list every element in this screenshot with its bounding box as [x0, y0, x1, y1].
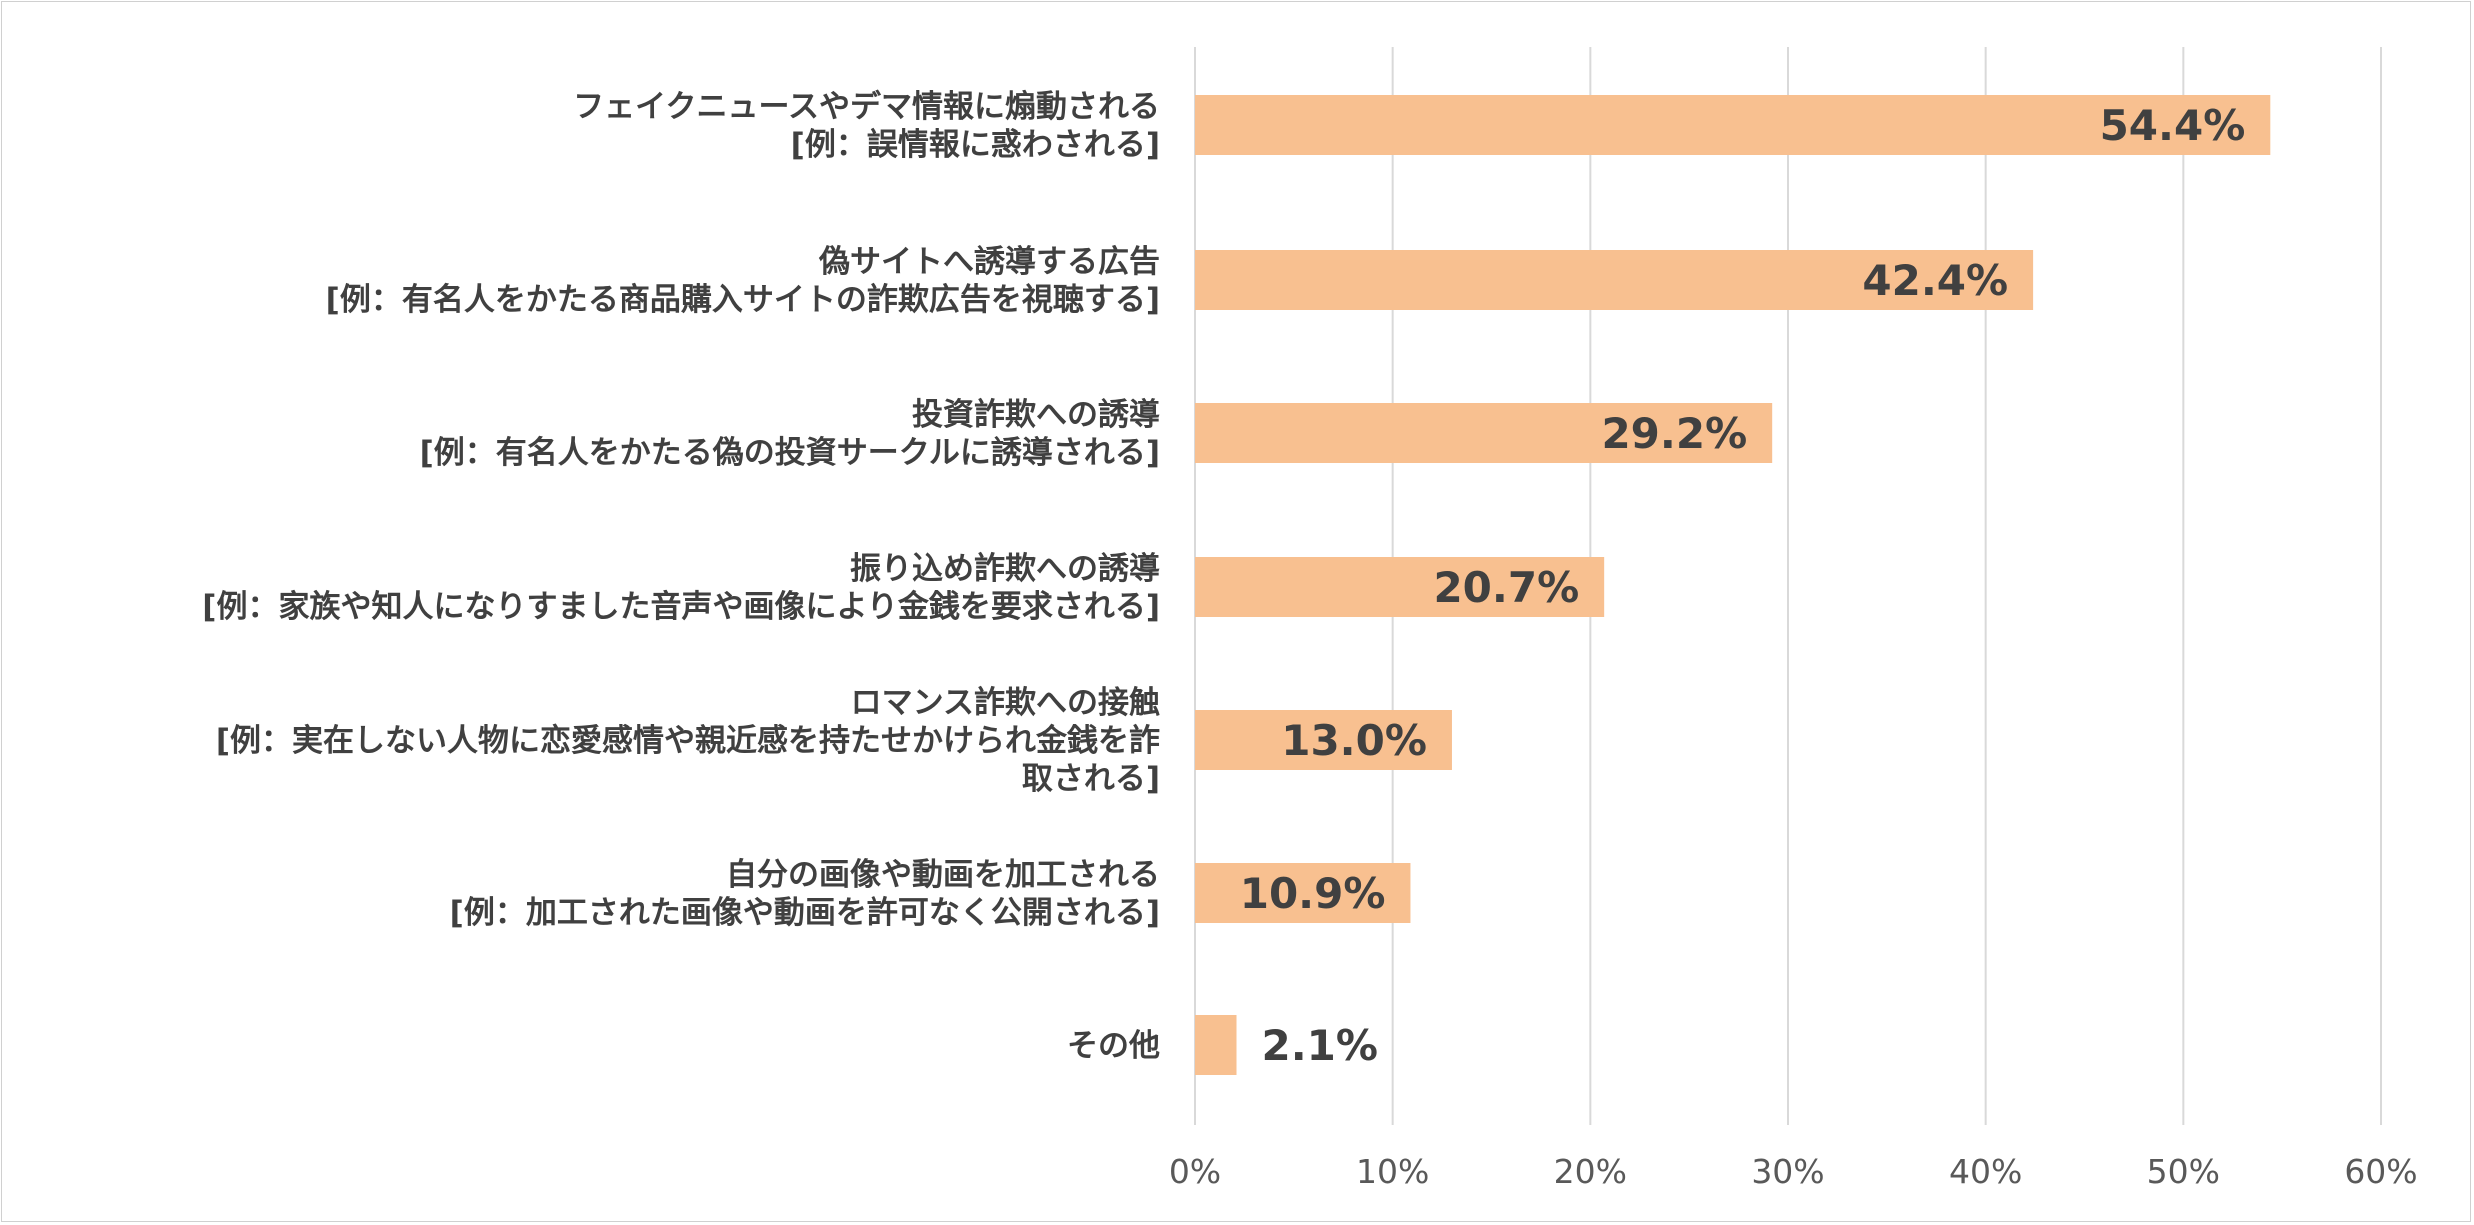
category-labels: フェイクニュースやデマ情報に煽動される[例：誤情報に惑わされる] 偽サイトへ誘導す… — [202, 89, 1160, 1064]
value-label: 2.1% — [1262, 1021, 1378, 1070]
value-labels: 54.4% 42.4% 29.2% 20.7% 13.0% 10.9% 2.1% — [1240, 101, 2246, 1070]
x-tick-label: 30% — [1751, 1152, 1824, 1191]
bar — [1195, 710, 1452, 770]
x-tick-label: 20% — [1554, 1152, 1627, 1191]
category-label: 投資詐欺への誘導 — [912, 397, 1160, 433]
bar — [1195, 1015, 1237, 1075]
x-tick-label: 0% — [1169, 1152, 1221, 1191]
category-label: [例：家族や知人になりすました音声や画像により金銭を要求される] — [202, 589, 1160, 625]
x-tick-label: 60% — [2344, 1152, 2417, 1191]
bar — [1195, 557, 1605, 617]
category-label: [例：加工された画像や動画を許可なく公開される] — [450, 895, 1160, 931]
bar — [1195, 95, 2271, 155]
category-label: 偽サイトへ誘導する広告 — [818, 244, 1160, 280]
x-tick-label: 10% — [1356, 1152, 1429, 1191]
value-label: 42.4% — [1862, 256, 2008, 305]
bar — [1195, 863, 1411, 923]
category-label: 自分の画像や動画を加工される — [726, 857, 1160, 893]
bar — [1195, 250, 2034, 310]
category-label: [例：有名人をかたる偽の投資サークルに誘導される] — [420, 435, 1160, 471]
category-label: フェイクニュースやデマ情報に煽動される — [573, 89, 1160, 125]
value-label: 54.4% — [2100, 101, 2246, 150]
value-label: 10.9% — [1240, 869, 1386, 918]
category-label: [例：実在しない人物に恋愛感情や親近感を持たせかけられ金銭を詐 — [216, 723, 1160, 759]
x-axis-ticks: 0% 10% 20% 30% 40% 50% 60% — [1169, 1152, 2418, 1191]
value-label: 20.7% — [1433, 563, 1579, 612]
x-tick-label: 40% — [1949, 1152, 2022, 1191]
category-label: [例：誤情報に惑わされる] — [791, 127, 1160, 163]
category-label: ロマンス詐欺への接触 — [851, 685, 1160, 721]
value-label: 29.2% — [1601, 409, 1747, 458]
category-label: 振り込め詐欺への誘導 — [850, 551, 1160, 587]
bar — [1195, 403, 1773, 463]
category-label: その他 — [1067, 1028, 1160, 1064]
category-label: [例：有名人をかたる商品購入サイトの詐欺広告を視聴する] — [326, 282, 1160, 318]
value-label: 13.0% — [1281, 716, 1427, 765]
x-tick-label: 50% — [2147, 1152, 2220, 1191]
bars — [1195, 95, 2271, 1075]
category-label: 取される] — [1022, 761, 1160, 797]
